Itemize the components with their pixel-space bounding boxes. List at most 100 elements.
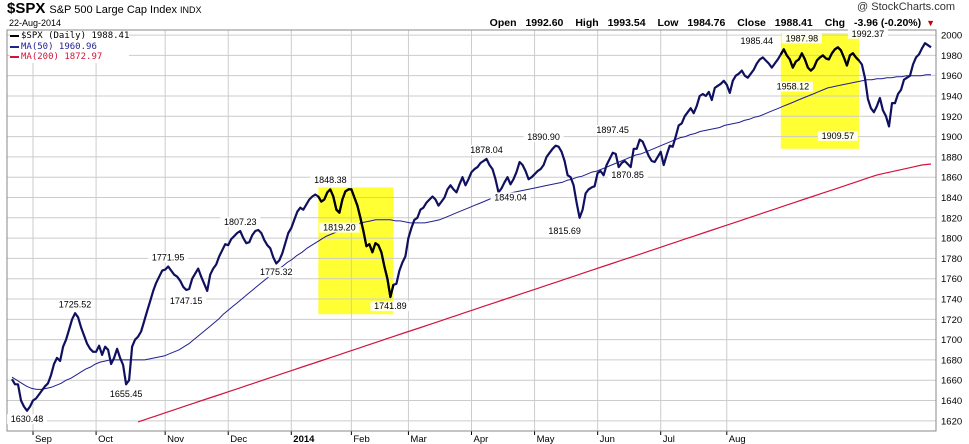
ma200-line — [137, 163, 932, 423]
down-arrow-icon: ▼ — [926, 18, 935, 28]
legend-label-ma200: MA(200) 1872.97 — [21, 52, 103, 62]
close-value: 1988.41 — [774, 17, 813, 29]
annotation-bg — [592, 125, 633, 136]
y-tick-label: 1660 — [941, 376, 962, 387]
x-tick-label-oct: Oct — [98, 434, 113, 444]
y-tick-label: 1800 — [941, 234, 962, 245]
stockcharts-watermark: @ StockCharts.com — [857, 1, 955, 13]
x-tick-label-aug: Aug — [729, 434, 746, 444]
y-tick-label: 1700 — [941, 335, 962, 346]
chart-date: 22-Aug-2014 — [9, 18, 62, 28]
y-tick-label: 1780 — [941, 254, 962, 265]
ticker-symbol: $SPX — [7, 0, 46, 17]
highlight-box-1 — [318, 187, 394, 315]
open-value: 1992.60 — [525, 17, 564, 29]
annotation-bg — [523, 131, 564, 142]
legend-label-spx: $SPX (Daily) 1988.41 — [21, 31, 130, 41]
price-annotation: 1958.12 — [777, 82, 810, 92]
y-tick-label: 1980 — [941, 51, 962, 62]
x-tick-label-sep: Sep — [35, 434, 52, 444]
price-annotation: 1987.98 — [786, 33, 819, 43]
annotation-bg — [490, 192, 531, 203]
y-tick-label: 1900 — [941, 132, 962, 143]
price-annotation: 1741.89 — [374, 301, 407, 311]
legend-swatch-spx — [10, 35, 19, 38]
price-annotation: 1870.85 — [611, 170, 644, 180]
close-label: Close — [737, 17, 766, 29]
price-annotation: 1819.20 — [323, 223, 356, 233]
price-annotation: 1985.44 — [741, 36, 774, 46]
annotation-bg — [736, 35, 777, 46]
exchange-label: INDX — [179, 5, 202, 15]
chart-legend: $SPX (Daily) 1988.41 MA(50) 1960.96 MA(2… — [10, 31, 130, 63]
annotation-bg — [256, 267, 297, 278]
price-annotation: 1775.32 — [260, 267, 293, 277]
legend-item-spx: $SPX (Daily) 1988.41 — [10, 31, 129, 42]
y-tick-label: 1760 — [941, 274, 962, 285]
x-tick-label-feb: Feb — [353, 434, 369, 444]
spx-price-line — [11, 42, 932, 412]
annotation-bg — [319, 222, 360, 233]
y-tick-label: 1960 — [941, 71, 962, 82]
price-annotation: 1815.69 — [548, 226, 581, 236]
price-annotation: 1655.45 — [110, 389, 143, 399]
y-tick-label: 1920 — [941, 112, 962, 123]
chg-value: -3.96 (-0.20%) — [854, 17, 922, 29]
annotation-bg — [220, 216, 261, 227]
plot-frame — [6, 29, 937, 432]
annotation-bg — [544, 226, 585, 237]
x-tick-label-2014: 2014 — [293, 434, 315, 444]
annotation-bg — [772, 81, 813, 92]
annotation-bg — [817, 130, 858, 141]
y-tick-label: 1620 — [941, 416, 962, 427]
annotation-bg — [466, 144, 507, 155]
low-value: 1984.76 — [687, 17, 726, 29]
annotation-bg — [781, 33, 822, 44]
annotation-bg — [55, 299, 96, 310]
y-tick-label: 1640 — [941, 396, 962, 407]
legend-swatch-ma50 — [10, 45, 19, 48]
price-annotation: 1878.04 — [470, 145, 503, 155]
price-annotation: 1909.57 — [822, 131, 855, 141]
price-annotation: 1807.23 — [224, 217, 257, 227]
ohlc-readout: Open 1992.60 High 1993.54 Low 1984.76 Cl… — [490, 17, 935, 29]
annotation-bg — [166, 295, 207, 306]
legend-item-ma50: MA(50) 1960.96 — [10, 42, 129, 53]
y-tick-label: 1880 — [941, 152, 962, 163]
low-label: Low — [657, 17, 679, 29]
high-value: 1993.54 — [607, 17, 646, 29]
x-tick-label-dec: Dec — [230, 434, 247, 444]
annotation-bg — [607, 170, 648, 181]
x-tick-label-apr: Apr — [474, 434, 489, 444]
price-annotation: 1630.48 — [11, 414, 44, 424]
chg-label: Chg — [824, 17, 846, 29]
price-annotation: 1848.38 — [314, 175, 347, 185]
annotation-bg — [148, 252, 189, 263]
y-tick-label: 1860 — [941, 173, 962, 184]
high-label: High — [575, 17, 599, 29]
price-annotation: 1890.90 — [527, 132, 560, 142]
x-tick-label-jun: Jun — [600, 434, 615, 444]
x-tick-label-nov: Nov — [167, 434, 184, 444]
index-name: S&P 500 Large Cap Index — [49, 4, 177, 16]
open-label: Open — [489, 17, 517, 29]
x-tick-label-may: May — [537, 434, 555, 444]
price-annotation: 1747.15 — [170, 296, 203, 306]
y-tick-label: 1840 — [941, 193, 962, 204]
legend-item-ma200: MA(200) 1872.97 — [10, 52, 129, 63]
x-tick-label-mar: Mar — [410, 434, 426, 444]
y-tick-label: 1680 — [941, 355, 962, 366]
spx-price-highlight-segment-1 — [317, 188, 395, 299]
x-tick-label-jul: Jul — [663, 434, 675, 444]
annotation-bg — [106, 388, 147, 399]
legend-swatch-ma200 — [10, 56, 19, 59]
y-tick-label: 1720 — [941, 315, 962, 326]
price-annotation: 1725.52 — [59, 300, 92, 310]
price-annotation: 1771.95 — [152, 253, 185, 263]
y-tick-label: 1820 — [941, 213, 962, 224]
spx-price-highlight-segment-2 — [779, 46, 860, 72]
ma50-line — [11, 74, 931, 390]
annotation-bg — [370, 301, 411, 312]
price-annotation: 1897.45 — [596, 125, 629, 135]
